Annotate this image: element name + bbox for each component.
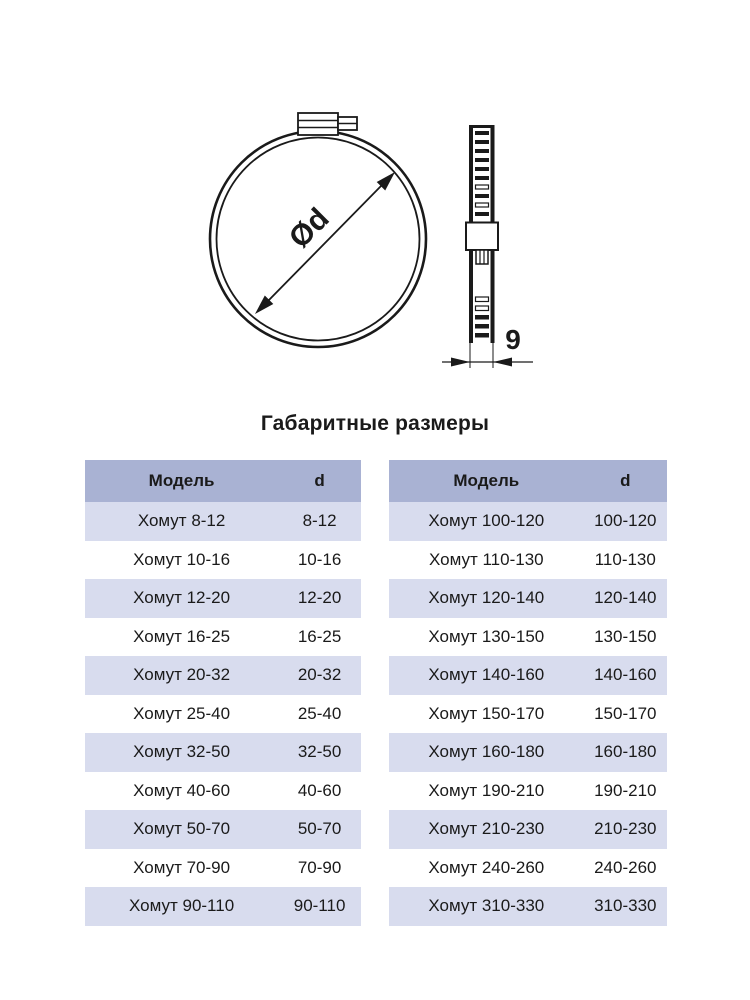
model-cell: Хомут 16-25 [133,626,231,646]
table-row: Хомут 8-12 8-12 [85,502,361,541]
width-dimension [442,343,533,368]
d-cell: 12-20 [297,588,342,608]
worm-screw-housing-side-icon [465,221,499,265]
d-cell: 140-160 [594,665,657,685]
table-row: Хомут 150-170 150-170 [389,694,667,733]
model-cell: Хомут 110-130 [428,549,544,569]
band-perforations-upper [474,131,490,216]
header-model: Модель [148,471,215,490]
d-cell: 70-90 [297,857,342,877]
table-row: Хомут 100-120 100-120 [389,502,667,541]
d-cell: 40-60 [297,780,342,800]
model-cell: Хомут 90-110 [129,896,235,916]
table-row: Хомут 210-230 210-230 [389,810,667,849]
table-row: Хомут 16-25 16-25 [85,617,361,656]
d-cell: 20-32 [297,665,342,685]
table-row: Хомут 70-90 70-90 [85,848,361,887]
model-cell: Хомут 310-330 [428,896,545,916]
model-cell: Хомут 20-32 [133,665,231,685]
model-cell: Хомут 25-40 [133,703,231,723]
model-cell: Хомут 140-160 [428,665,545,685]
table-row: Хомут 20-32 20-32 [85,656,361,695]
d-cell: 160-180 [594,742,657,762]
table-row: Хомут 140-160 140-160 [389,656,667,695]
d-cell: 150-170 [594,703,657,723]
d-cell: 50-70 [297,819,342,839]
model-cell: Хомут 150-170 [428,703,545,723]
table-row: Хомут 240-260 240-260 [389,848,667,887]
table-row: Хомут 310-330 310-330 [389,887,667,926]
d-cell: 120-140 [594,588,657,608]
table-row: Хомут 130-150 130-150 [389,617,667,656]
d-cell: 16-25 [297,626,342,646]
d-cell: 25-40 [297,703,342,723]
header-model: Модель [453,471,520,490]
dimensions-table-left: Модель d Хомут 8-12 8-12 Хомут 10-16 10-… [85,460,361,926]
clamp-technical-drawing: Ød [208,112,533,368]
model-cell: Хомут 130-150 [428,626,545,646]
clamp-band-side-view [469,125,495,343]
model-cell: Хомут 50-70 [133,819,231,839]
d-cell: 10-16 [297,549,342,569]
table-header: Модель d [389,460,667,502]
model-cell: Хомут 100-120 [428,511,545,531]
model-cell: Хомут 210-230 [428,819,545,839]
header-d: d [314,471,325,490]
model-cell: Хомут 120-140 [428,588,545,608]
model-cell: Хомут 32-50 [133,742,231,762]
table-row: Хомут 25-40 25-40 [85,694,361,733]
header-d: d [620,471,631,490]
model-cell: Хомут 8-12 [137,511,226,531]
model-cell: Хомут 10-16 [133,549,231,569]
d-cell: 190-210 [594,780,657,800]
table-header: Модель d [85,460,361,502]
d-cell: 110-130 [594,549,656,569]
d-cell: 130-150 [594,626,657,646]
d-cell: 240-260 [594,857,657,877]
d-cell: 210-230 [594,819,657,839]
width-label: 9 [505,324,521,355]
model-cell: Хомут 190-210 [428,780,545,800]
d-cell: 100-120 [594,511,657,531]
d-cell: 32-50 [297,742,342,762]
d-cell: 8-12 [302,511,337,531]
table-row: Хомут 12-20 12-20 [85,579,361,618]
table-row: Хомут 90-110 90-110 [85,887,361,926]
table-row: Хомут 40-60 40-60 [85,771,361,810]
page-title: Габаритные размеры [260,412,490,435]
d-cell: 310-330 [594,896,657,916]
table-row: Хомут 120-140 120-140 [389,579,667,618]
diameter-dimension-arrow [255,172,395,314]
model-cell: Хомут 70-90 [133,857,231,877]
table-row: Хомут 110-130 110-130 [389,540,667,579]
dimensions-table-right: Модель d Хомут 100-120 100-120 Хомут 110… [389,460,667,926]
table-row: Хомут 50-70 50-70 [85,810,361,849]
band-perforations-lower [474,296,490,338]
diameter-label: Ød [283,202,336,255]
d-cell: 90-110 [293,896,346,916]
table-row: Хомут 32-50 32-50 [85,733,361,772]
table-row: Хомут 160-180 160-180 [389,733,667,772]
model-cell: Хомут 12-20 [133,588,231,608]
table-row: Хомут 190-210 190-210 [389,771,667,810]
model-cell: Хомут 160-180 [428,742,545,762]
model-cell: Хомут 240-260 [428,857,545,877]
table-row: Хомут 10-16 10-16 [85,540,361,579]
worm-screw-housing-icon [297,112,358,136]
model-cell: Хомут 40-60 [133,780,231,800]
